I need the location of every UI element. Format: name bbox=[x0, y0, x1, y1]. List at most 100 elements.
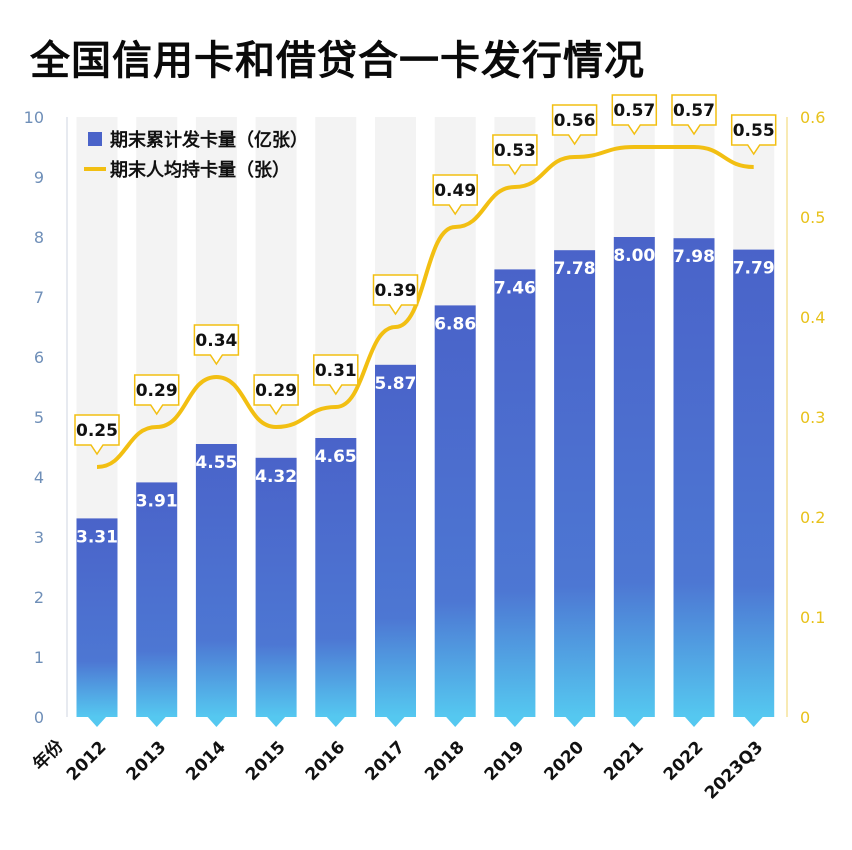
x-tick-label: 2016 bbox=[302, 737, 350, 785]
x-tick-label: 2020 bbox=[541, 737, 589, 785]
bar bbox=[613, 237, 655, 717]
right-tick-label: 0.6 bbox=[800, 108, 825, 127]
line-value-callout: 0.39 bbox=[372, 274, 419, 316]
line-value-callout: 0.53 bbox=[492, 134, 538, 176]
callout-box bbox=[193, 324, 240, 366]
right-tick-label: 0.4 bbox=[800, 308, 825, 327]
line-path bbox=[96, 145, 754, 469]
axis-marker bbox=[505, 717, 524, 727]
callout-box bbox=[730, 114, 777, 156]
line-value-label: 0.25 bbox=[76, 421, 118, 441]
bar bbox=[554, 250, 596, 717]
bar-value-label: 3.31 bbox=[76, 527, 118, 547]
callout-box bbox=[313, 354, 359, 396]
x-axis-label: 年份 bbox=[29, 735, 69, 775]
left-tick-label: 5 bbox=[34, 408, 44, 427]
left-tick-label: 2 bbox=[34, 588, 44, 607]
right-tick-label: 0.3 bbox=[800, 408, 825, 427]
line-value-label: 0.29 bbox=[255, 381, 297, 401]
legend: 期末累计发卡量（亿张） 期末人均持卡量（张） bbox=[84, 129, 308, 181]
bar bbox=[673, 238, 715, 717]
column-backgrounds bbox=[76, 117, 775, 717]
right-tick-label: 0.2 bbox=[800, 508, 825, 527]
axis-marker bbox=[88, 717, 106, 727]
axis-marker bbox=[147, 717, 166, 727]
x-tick-label: 2014 bbox=[182, 737, 230, 785]
left-y-axis: 0 1 2 3 4 5 6 7 8 9 10 bbox=[24, 108, 68, 727]
callout-box bbox=[372, 274, 419, 316]
callout-box bbox=[253, 374, 299, 416]
axis-marker bbox=[267, 717, 286, 727]
left-tick-label: 3 bbox=[34, 528, 44, 547]
axis-marker bbox=[326, 717, 345, 727]
bar-value-label: 5.87 bbox=[375, 374, 417, 394]
right-y-axis: 0 0.1 0.2 0.3 0.4 0.5 0.6 bbox=[786, 108, 825, 727]
axis-marker bbox=[744, 717, 763, 727]
line-value-callout: 0.49 bbox=[432, 174, 478, 216]
axis-marker bbox=[625, 717, 644, 727]
bar-value-label: 7.46 bbox=[494, 278, 536, 298]
chart-title: 全国信用卡和借贷合一卡发行情况 bbox=[30, 38, 645, 84]
axis-marker bbox=[446, 717, 465, 727]
x-tick-label: 2023Q3 bbox=[701, 737, 767, 803]
line-value-callout: 0.29 bbox=[133, 374, 180, 416]
bar bbox=[375, 364, 416, 717]
x-axis: 2012 2013 2014 2015 2016 2017 2018 2019 2020 2021… bbox=[29, 735, 768, 804]
axis-marker bbox=[386, 717, 405, 727]
bar bbox=[76, 518, 118, 717]
bar bbox=[434, 305, 476, 717]
right-tick-label: 0 bbox=[800, 708, 810, 727]
x-tick-label: 2022 bbox=[660, 737, 708, 785]
x-tick-label: 2013 bbox=[123, 737, 171, 785]
line-value-callout: 0.57 bbox=[671, 94, 717, 136]
bar-value-label: 7.78 bbox=[554, 259, 596, 279]
line-value-label: 0.56 bbox=[554, 111, 596, 131]
line-value-label: 0.57 bbox=[613, 101, 655, 121]
left-tick-label: 4 bbox=[34, 468, 44, 487]
bar bbox=[494, 269, 536, 717]
bar-value-label: 6.86 bbox=[434, 314, 476, 334]
bar bbox=[733, 249, 775, 717]
bar-value-label: 7.79 bbox=[733, 259, 775, 279]
line-value-label: 0.55 bbox=[733, 121, 775, 141]
bar-value-label: 8.00 bbox=[613, 246, 655, 266]
line-value-label: 0.29 bbox=[136, 381, 178, 401]
callout-box bbox=[432, 174, 478, 216]
x-tick-label: 2015 bbox=[242, 737, 290, 785]
bar bbox=[195, 444, 237, 717]
bar bbox=[136, 482, 178, 717]
line-value-callout: 0.55 bbox=[730, 114, 777, 156]
x-tick-label: 2021 bbox=[600, 737, 648, 785]
callout-box bbox=[671, 94, 717, 136]
callout-box bbox=[551, 104, 598, 146]
axis-marker bbox=[207, 717, 226, 727]
left-tick-label: 7 bbox=[34, 288, 44, 307]
bar-value-label: 3.91 bbox=[136, 491, 178, 511]
callout-box bbox=[492, 134, 538, 176]
line-value-label: 0.34 bbox=[195, 331, 237, 351]
left-tick-label: 8 bbox=[34, 228, 44, 247]
x-tick-label: 2019 bbox=[481, 737, 529, 785]
line-value-callout: 0.25 bbox=[74, 414, 120, 456]
line-series: 0.25 0.29 0.34 0.29 0.31 0.39 0.49 0.53 0.56 0.57… bbox=[74, 94, 777, 469]
line-value-callout: 0.34 bbox=[193, 324, 240, 366]
x-tick-label: 2018 bbox=[421, 737, 469, 785]
axis-marker bbox=[685, 717, 703, 727]
legend-label-line: 期末人均持卡量（张） bbox=[110, 159, 290, 181]
axis-marker bbox=[565, 717, 584, 727]
bar bbox=[255, 457, 297, 717]
callout-box bbox=[133, 374, 180, 416]
line-value-label: 0.31 bbox=[315, 361, 357, 381]
right-tick-label: 0.5 bbox=[800, 208, 825, 227]
line-value-callout: 0.56 bbox=[551, 104, 598, 146]
legend-swatch-bars bbox=[88, 132, 102, 146]
left-tick-label: 1 bbox=[34, 648, 44, 667]
x-tick-label: 2012 bbox=[63, 737, 111, 785]
line-value-callout: 0.29 bbox=[253, 374, 299, 416]
bar-value-label: 7.98 bbox=[673, 247, 715, 267]
left-tick-label: 0 bbox=[34, 708, 44, 727]
line-value-label: 0.49 bbox=[434, 181, 476, 201]
bar-series: 3.31 3.91 4.55 4.32 4.65 5.87 6.86 7.46 7.78 8.00… bbox=[76, 237, 775, 727]
left-tick-label: 9 bbox=[34, 168, 44, 187]
